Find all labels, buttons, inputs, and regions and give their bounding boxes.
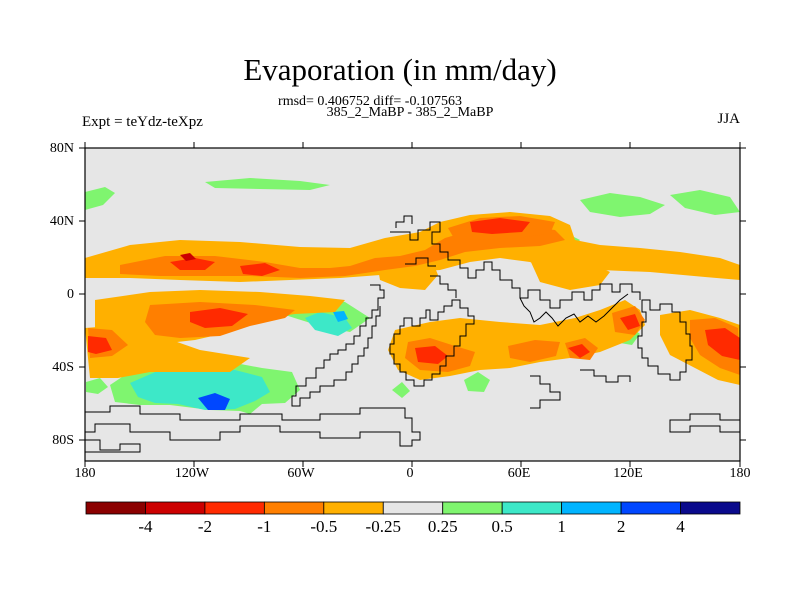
- red-africa: [415, 346, 448, 364]
- coast-indonesia: [580, 369, 631, 383]
- colorbar-label: 2: [616, 517, 626, 536]
- axis-ticks: [79, 142, 746, 467]
- red-south-atl: [88, 336, 112, 354]
- colorbar-label: -0.25: [365, 517, 401, 536]
- darkorange-indian: [508, 340, 560, 362]
- coast-europe-asia: [390, 221, 641, 309]
- green-patch-pacific-ne: [670, 190, 740, 215]
- orange-band-south: [85, 326, 250, 378]
- colorbar-box: [680, 501, 741, 515]
- lon-tick-180w: 180: [74, 466, 96, 481]
- cyan-patch-south-pacific: [130, 368, 270, 410]
- coast-antarctica-west: [85, 439, 141, 453]
- colorbar-box: [561, 501, 622, 515]
- lat-tick-80n: 80N: [49, 141, 74, 156]
- colorbar-box: [382, 501, 444, 515]
- green-patch-south-atlantic: [86, 378, 108, 394]
- colorbar-label: 0.5: [491, 517, 513, 536]
- red-asia-north: [470, 218, 530, 234]
- colorbar-label: 1: [557, 517, 566, 536]
- darkorange-north-pacific: [120, 226, 565, 278]
- green-patch-north-pacific: [205, 178, 330, 190]
- red-pacific: [190, 308, 248, 328]
- colorbar-box: [501, 501, 563, 515]
- colorbar-label: -4: [138, 517, 153, 536]
- colorbar-box: [85, 501, 146, 515]
- colorbar-box: [145, 501, 206, 515]
- lon-tick-180e: 180: [729, 466, 751, 481]
- lon-tick-60w: 60W: [287, 466, 315, 481]
- green-patch-indian: [464, 372, 490, 392]
- darkred-pacific: [180, 253, 196, 261]
- colorbar-box: [263, 501, 325, 515]
- lon-tick-120e: 120E: [613, 466, 643, 481]
- red-west-pacific: [705, 328, 740, 360]
- red-indian: [568, 344, 590, 358]
- subtitle: 385_2_MaBP - 385_2_MaBP: [326, 105, 494, 120]
- red-north-pacific: [170, 258, 215, 270]
- coast-australia: [637, 299, 693, 381]
- colorbar-label: -2: [197, 517, 212, 536]
- green-patch-east-europe: [580, 193, 665, 217]
- plot-title: Evaporation (in mm/day): [243, 52, 557, 87]
- coast-south-asia: [519, 293, 629, 327]
- colorbar-label: -0.5: [310, 517, 338, 536]
- colorbar: [85, 501, 741, 515]
- coast-mideast: [430, 275, 457, 298]
- colorbar-box: [323, 501, 384, 515]
- colorbar-box: [620, 501, 681, 515]
- coast-africa: [389, 299, 475, 387]
- colorbar-label: 0.25: [427, 517, 458, 536]
- red-north-pacific-2: [240, 263, 280, 276]
- colorbar-label: 4: [676, 517, 685, 536]
- coast-antarctica: [85, 405, 421, 447]
- blue-patch-trop-atl: [333, 311, 348, 322]
- coast-mediterranean: [405, 257, 436, 267]
- season-label: JJA: [717, 111, 740, 127]
- green-patch-africa-south: [392, 382, 410, 398]
- orange-central-asia: [530, 258, 610, 290]
- experiment-label: Expt = teYdz-teXpz: [82, 114, 203, 130]
- coast-south-africa-tip: [530, 375, 561, 409]
- colorbar-box: [442, 501, 503, 515]
- negative-anomalies: [85, 212, 740, 385]
- blue-patch-south-pacific: [198, 393, 230, 410]
- lat-tick-0: 0: [67, 287, 74, 302]
- lon-tick-0: 0: [406, 466, 414, 481]
- lon-tick-120w: 120W: [174, 466, 210, 481]
- red-maritime: [620, 314, 640, 330]
- colorbar-box: [204, 501, 265, 515]
- stats-line: rmsd= 0.406752 diff= -0.107563: [278, 94, 462, 109]
- lat-tick-40s: 40S: [52, 360, 74, 375]
- coast-greenland: [395, 215, 413, 228]
- lon-tick-60e: 60E: [507, 466, 531, 481]
- green-patch-atlantic: [85, 187, 115, 210]
- lat-tick-40n: 40N: [49, 214, 74, 229]
- colorbar-label: -1: [257, 517, 272, 536]
- coast-americas: [291, 284, 385, 407]
- lat-tick-80s: 80S: [52, 433, 74, 448]
